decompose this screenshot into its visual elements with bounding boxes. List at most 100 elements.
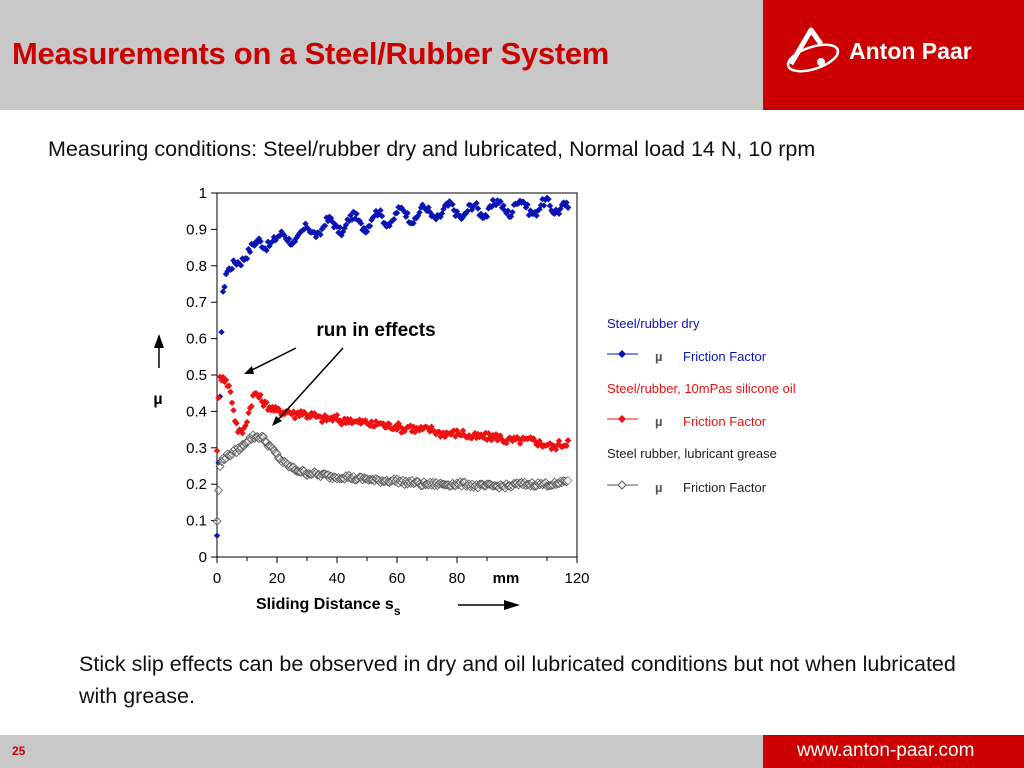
summary-text: Stick slip effects can be observed in dr… xyxy=(79,652,956,708)
data-point xyxy=(408,479,419,489)
header-bar xyxy=(0,0,763,110)
legend-marker-grease xyxy=(617,480,627,490)
data-point xyxy=(342,221,350,229)
data-point xyxy=(215,394,222,402)
data-point xyxy=(555,210,563,218)
legend-symbol-grease: µ xyxy=(655,480,663,495)
brand-logo: Anton Paar xyxy=(763,0,1024,110)
data-point xyxy=(261,437,272,447)
legend-group-oil: Steel/rubber, 10mPas silicone oil xyxy=(607,381,796,396)
data-point xyxy=(246,248,254,256)
data-point xyxy=(222,376,230,384)
y-tick-label: 0 xyxy=(199,549,207,566)
annotation-arrow-2 xyxy=(275,347,344,423)
footer-bar xyxy=(0,735,763,768)
footer-url-link[interactable]: www.anton-paar.com xyxy=(797,740,975,761)
data-point xyxy=(299,466,309,476)
data-point xyxy=(228,399,236,407)
friction-chart: 0 20 40 60 80 120 0 0.1 0.2 0.3 0.4 0.5 0.6 0.7 0.8 0.9… xyxy=(153,185,796,618)
data-point xyxy=(297,465,308,475)
data-point xyxy=(257,238,264,245)
data-point xyxy=(333,411,341,419)
data-point xyxy=(564,437,572,444)
annotation-arrow-1 xyxy=(247,347,297,373)
data-point xyxy=(213,532,221,539)
annotation-arrowhead-1 xyxy=(244,366,254,374)
data-point xyxy=(240,438,251,448)
data-point xyxy=(213,485,224,495)
legend-name-dry: Friction Factor xyxy=(683,349,767,364)
data-point xyxy=(321,222,329,230)
data-point xyxy=(353,210,360,218)
legend-name-grease: Friction Factor xyxy=(683,480,767,495)
data-point xyxy=(500,202,507,209)
slide-title: Measurements on a Steel/Rubber System xyxy=(12,36,610,71)
legend-symbol-dry: µ xyxy=(655,349,663,364)
annotation-arrowhead-2 xyxy=(272,416,282,426)
page-number: 25 xyxy=(12,744,26,758)
data-point xyxy=(243,255,251,262)
data-point xyxy=(218,328,225,336)
data-point xyxy=(377,207,384,214)
data-point xyxy=(221,283,228,291)
data-point xyxy=(449,201,456,208)
data-point xyxy=(540,202,548,209)
y-axis-label: µ xyxy=(153,391,162,408)
data-point xyxy=(243,418,251,426)
y-tick-label: 0.9 xyxy=(186,221,207,238)
data-point xyxy=(357,220,365,227)
anton-paar-logo-icon xyxy=(786,27,840,73)
legend-group-grease: Steel rubber, lubricant grease xyxy=(607,446,777,461)
data-point xyxy=(288,462,299,472)
data-point xyxy=(420,480,431,490)
y-tick-label: 1 xyxy=(199,185,207,202)
data-point xyxy=(555,437,563,445)
x-unit-label: mm xyxy=(493,570,520,587)
data-point xyxy=(509,208,516,216)
legend-marker-oil xyxy=(618,415,626,423)
legend-marker-dry xyxy=(618,350,626,358)
data-point xyxy=(552,479,563,489)
data-point xyxy=(497,198,504,205)
data-point xyxy=(366,222,374,230)
data-point xyxy=(404,209,411,217)
x-tick-label: 60 xyxy=(389,570,406,587)
data-point xyxy=(483,213,491,221)
x-axis-arrowhead xyxy=(504,600,520,610)
data-point xyxy=(563,476,573,485)
data-point xyxy=(564,204,572,211)
x-tick-label: 80 xyxy=(449,570,466,587)
data-point xyxy=(390,215,398,223)
data-point xyxy=(378,212,386,220)
data-point xyxy=(285,235,293,243)
y-tick-label: 0.8 xyxy=(186,258,207,275)
data-point xyxy=(212,516,222,526)
y-tick-label: 0.6 xyxy=(186,331,207,348)
data-point xyxy=(524,201,531,208)
data-point xyxy=(248,402,255,410)
data-point xyxy=(228,265,236,273)
data-point xyxy=(225,382,233,390)
data-point xyxy=(245,409,252,417)
data-point xyxy=(257,391,264,399)
logo-text: Anton Paar xyxy=(849,38,972,64)
data-point xyxy=(237,262,245,269)
data-point xyxy=(363,228,371,235)
data-point xyxy=(393,209,401,217)
annotation-run-in-effects: run in effects xyxy=(316,320,435,341)
y-tick-label: 0.7 xyxy=(186,294,207,311)
x-axis-label: Sliding Distance ss xyxy=(256,596,401,618)
data-point xyxy=(530,481,540,491)
x-tick-label: 40 xyxy=(329,570,346,587)
footer-brand-box: www.anton-paar.com xyxy=(763,735,1024,768)
data-point xyxy=(474,205,482,212)
data-point xyxy=(336,224,344,231)
y-tick-label: 0.1 xyxy=(186,513,207,530)
y-tick-label: 0.5 xyxy=(186,367,207,384)
data-point xyxy=(563,442,570,450)
x-tick-label: 120 xyxy=(564,570,589,587)
data-point xyxy=(239,429,246,437)
legend-symbol-oil: µ xyxy=(655,414,663,429)
data-point xyxy=(416,209,423,216)
legend-name-oil: Friction Factor xyxy=(683,414,767,429)
